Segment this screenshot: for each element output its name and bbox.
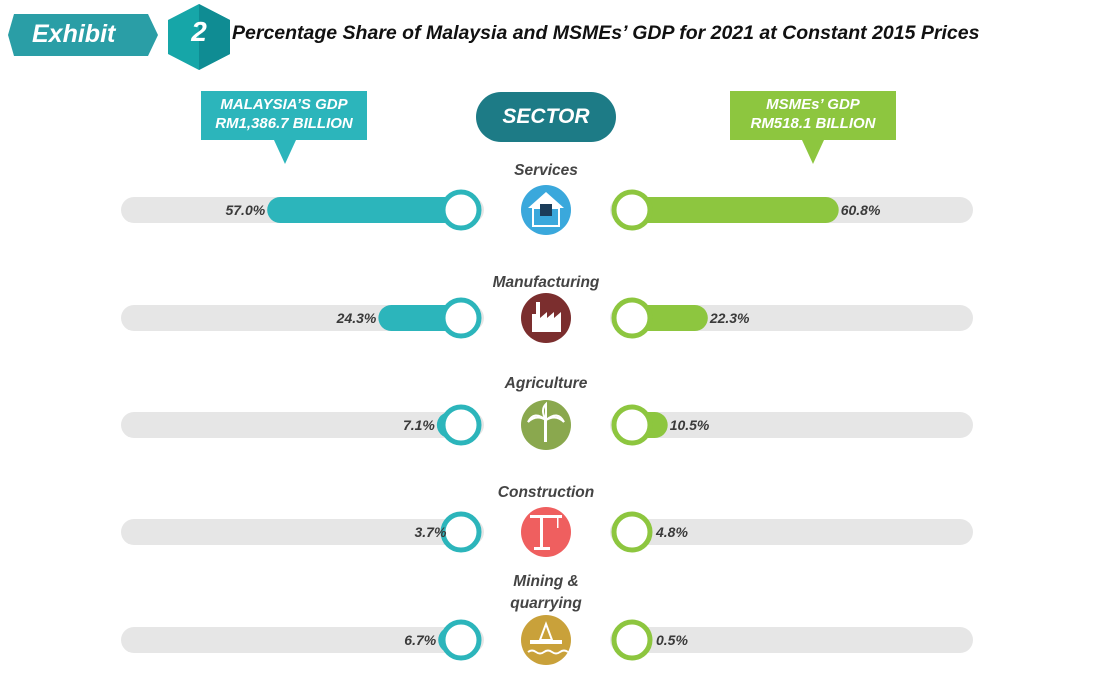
msme-bar-knob bbox=[611, 189, 653, 231]
rig-water-glyph bbox=[527, 649, 569, 655]
msme-value-label: 10.5% bbox=[670, 417, 710, 433]
sector-label: Manufacturing bbox=[493, 274, 600, 291]
crane-cable-glyph bbox=[557, 518, 559, 528]
malaysia-bar-knob bbox=[440, 297, 482, 339]
rig-derrick-glyph bbox=[538, 621, 554, 641]
factory-glyph bbox=[532, 302, 561, 332]
malaysia-bar-knob bbox=[440, 189, 482, 231]
msme-bar-knob bbox=[611, 511, 653, 553]
exhibit-tag: Exhibit bbox=[8, 14, 158, 56]
sector-header: SECTOR bbox=[476, 92, 616, 142]
malaysia-gdp-value: RM1,386.7 BILLION bbox=[215, 115, 353, 132]
exhibit-tag-shape bbox=[8, 14, 158, 56]
msme-bar-knob bbox=[611, 404, 653, 446]
malaysia-bar-knob bbox=[440, 404, 482, 446]
msme-bar-knob bbox=[611, 619, 653, 661]
crane-base-glyph bbox=[534, 547, 550, 550]
malaysia-track bbox=[121, 412, 484, 438]
msme-gdp-label: MSMEs’ GDP bbox=[766, 96, 860, 113]
callout-pointer bbox=[802, 140, 824, 164]
malaysia-value-label: 3.7% bbox=[414, 524, 446, 540]
malaysia-gdp-label: MALAYSIA’S GDP bbox=[220, 96, 348, 113]
hexagon-shape bbox=[168, 4, 230, 70]
msme-track bbox=[610, 412, 973, 438]
crane-jib-glyph bbox=[530, 515, 562, 518]
sector-label: Mining & bbox=[513, 573, 578, 590]
malaysia-value-label: 57.0% bbox=[225, 202, 265, 218]
malaysia-bar-knob bbox=[440, 511, 482, 553]
malaysia-value-label: 7.1% bbox=[403, 417, 435, 433]
malaysia-value-label: 6.7% bbox=[404, 632, 436, 648]
services-roof-glyph bbox=[528, 192, 564, 208]
exhibit-number: 2 bbox=[191, 16, 207, 47]
chart-title: Percentage Share of Malaysia and MSMEs’ … bbox=[232, 22, 980, 44]
msme-gdp-value: RM518.1 BILLION bbox=[750, 115, 876, 132]
malaysia-bar-knob bbox=[440, 619, 482, 661]
msme-value-label: 4.8% bbox=[655, 524, 688, 540]
sector-label: Services bbox=[514, 162, 578, 179]
callout-pointer bbox=[274, 140, 296, 164]
palm-trunk-glyph bbox=[544, 420, 547, 442]
msme-value-label: 60.8% bbox=[841, 202, 881, 218]
malaysia-track bbox=[121, 627, 484, 653]
msme-bar bbox=[628, 197, 839, 223]
services-screen-glyph bbox=[540, 204, 552, 216]
palm-leaves-glyph bbox=[527, 401, 565, 423]
msme-track bbox=[610, 519, 973, 545]
rig-deck-glyph bbox=[530, 640, 562, 644]
exhibit-label: Exhibit bbox=[32, 20, 116, 48]
exhibit-number-badge: 2 bbox=[168, 4, 230, 70]
malaysia-value-label: 24.3% bbox=[336, 310, 377, 326]
malaysia-track bbox=[121, 519, 484, 545]
msme-value-label: 0.5% bbox=[656, 632, 688, 648]
msme-gdp-callout: MSMEs’ GDP RM518.1 BILLION bbox=[730, 91, 896, 164]
malaysia-gdp-callout: MALAYSIA’S GDP RM1,386.7 BILLION bbox=[201, 91, 367, 164]
msme-track bbox=[610, 627, 973, 653]
sector-label: Construction bbox=[498, 484, 594, 501]
msme-bar-knob bbox=[611, 297, 653, 339]
sector-label: Agriculture bbox=[504, 375, 588, 392]
sector-label: quarrying bbox=[510, 595, 582, 612]
malaysia-bar bbox=[267, 197, 465, 223]
msme-value-label: 22.3% bbox=[709, 310, 750, 326]
crane-mast-glyph bbox=[540, 515, 543, 549]
